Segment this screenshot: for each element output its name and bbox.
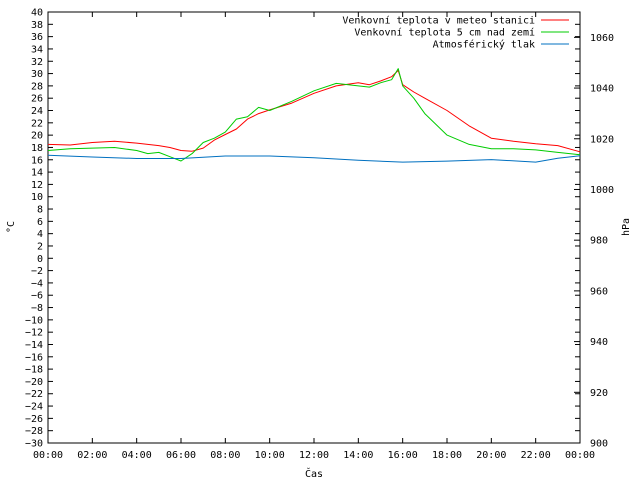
y2-tick-label: 900	[590, 439, 608, 450]
y-tick-label: 0	[37, 254, 43, 265]
x-tick-label: 00:00	[565, 450, 595, 461]
left-axis: −30−28−26−24−22−20−18−16−14−12−10−8−6−4−…	[25, 8, 580, 450]
y-tick-label: 38	[31, 20, 43, 31]
x-tick-label: 10:00	[255, 450, 285, 461]
x-axis: 00:00 02:00 04:00 06:00 08:00 10:00 12:00 14:00…	[33, 12, 595, 461]
x-tick-label: 06:00	[166, 450, 196, 461]
y-tick-label: 22	[31, 118, 43, 129]
legend-label: Atmosférický tlak	[433, 39, 535, 51]
y-tick-label: 2	[37, 241, 43, 252]
y2-tick-label: 1040	[590, 84, 614, 95]
plot-frame	[47, 11, 581, 444]
y-tick-label: 28	[31, 81, 43, 92]
y-tick-label: 14	[31, 168, 43, 179]
y2-tick-label: 920	[590, 388, 608, 399]
y-tick-label: 26	[31, 94, 43, 105]
y-tick-label: −24	[25, 402, 43, 413]
y-tick-label: 24	[31, 106, 43, 117]
y-tick-label: 4	[37, 229, 43, 240]
y2-tick-label: 1060	[590, 33, 614, 44]
x-tick-label: 22:00	[521, 450, 551, 461]
legend: Venkovní teplota v meteo staniciVenkovní…	[342, 15, 569, 51]
legend-label: Venkovní teplota 5 cm nad zemí	[354, 27, 535, 39]
series-line-1	[47, 70, 581, 153]
y2-tick-label: 980	[590, 236, 608, 247]
y-tick-label: 6	[37, 217, 43, 228]
x-tick-label: 00:00	[33, 450, 63, 461]
y-tick-label: 10	[31, 192, 43, 203]
y-tick-label: −12	[25, 328, 43, 339]
y-tick-label: −6	[31, 291, 43, 302]
y-tick-label: −4	[31, 278, 43, 289]
series-line-2	[47, 68, 581, 162]
y-tick-label: 32	[31, 57, 43, 68]
y-tick-label: 16	[31, 155, 43, 166]
x-tick-label: 04:00	[122, 450, 152, 461]
y-tick-label: 18	[31, 143, 43, 154]
series-lines	[47, 68, 581, 163]
series-line-3	[47, 154, 581, 163]
y2-axis-title: hPa	[621, 218, 632, 236]
right-axis: 900 920 940 960 980 1000 1020 1040 1060	[574, 33, 614, 450]
y-tick-label: −2	[31, 266, 43, 277]
x-tick-label: 20:00	[476, 450, 506, 461]
y-tick-label: −26	[25, 414, 43, 425]
y2-tick-label: 960	[590, 286, 608, 297]
y-tick-label: −14	[25, 340, 43, 351]
y-axis-title: °C	[6, 221, 17, 233]
y-tick-label: −20	[25, 377, 43, 388]
y-tick-label: 36	[31, 32, 43, 43]
y-tick-label: 30	[31, 69, 43, 80]
y-tick-label: 20	[31, 131, 43, 142]
y2-tick-label: 1020	[590, 134, 614, 145]
y-tick-label: −8	[31, 303, 43, 314]
legend-label: Venkovní teplota v meteo stanici	[342, 15, 535, 27]
y-tick-label: −18	[25, 365, 43, 376]
y-tick-label: 8	[37, 205, 43, 216]
y-tick-label: −22	[25, 389, 43, 400]
y-tick-label: −28	[25, 426, 43, 437]
y-tick-label: 40	[31, 8, 43, 19]
x-tick-label: 18:00	[432, 450, 462, 461]
x-tick-label: 12:00	[299, 450, 329, 461]
y2-tick-label: 1000	[590, 185, 614, 196]
x-tick-label: 02:00	[77, 450, 107, 461]
x-axis-title: Čas	[305, 467, 323, 480]
y-tick-label: −10	[25, 315, 43, 326]
x-tick-label: 14:00	[343, 450, 373, 461]
y-tick-label: −30	[25, 439, 43, 450]
y-tick-label: −16	[25, 352, 43, 363]
y-tick-label: 12	[31, 180, 43, 191]
y2-tick-label: 940	[590, 337, 608, 348]
x-tick-label: 16:00	[388, 450, 418, 461]
x-tick-label: 08:00	[210, 450, 240, 461]
y-tick-label: 34	[31, 44, 43, 55]
